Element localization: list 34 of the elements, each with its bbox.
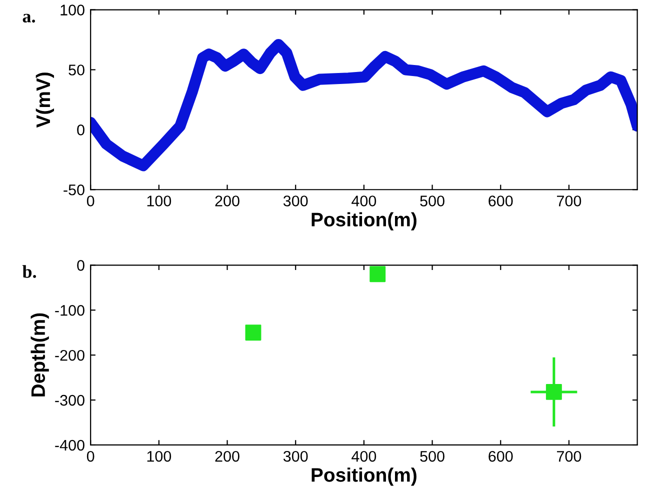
y-tick-label: -300	[55, 394, 84, 406]
point	[245, 324, 262, 341]
x-tick-label: 500	[420, 196, 444, 206]
y-axis-title: Depth(m)	[30, 313, 49, 396]
y-tick-label: 0	[77, 260, 84, 271]
x-tick-label: 200	[215, 196, 240, 206]
point	[370, 266, 386, 282]
x-tick-label: 500	[420, 450, 444, 462]
y-tick-label: -200	[55, 350, 84, 361]
y-tick-label: -100	[55, 304, 84, 316]
x-tick-label: 0	[86, 450, 94, 462]
x-tick-label: 600	[488, 196, 513, 206]
x-tick-label: 600	[488, 450, 513, 462]
x-tick-label: 700	[556, 450, 582, 462]
x-tick-label: 400	[352, 450, 376, 462]
y-tick-label: 100	[60, 4, 84, 16]
y-tick-label: 50	[68, 64, 84, 76]
x-axis-title: Position(m)	[312, 212, 416, 230]
x-axis-title: Position(m)	[312, 468, 416, 486]
y-axis-title: V(mV)	[36, 72, 54, 128]
text: a.	[22, 14, 35, 23]
point	[546, 384, 562, 400]
x-tick-label: 0	[86, 196, 94, 206]
x-tick-label: 400	[352, 196, 376, 206]
y-tick-label: -50	[64, 184, 84, 196]
x-tick-label: 100	[147, 450, 172, 462]
y-tick-label: -400	[55, 440, 84, 451]
y-tick-label: 0	[77, 124, 84, 136]
x-tick-label: 700	[556, 196, 582, 206]
x-tick-label: 200	[215, 450, 240, 462]
x-tick-label: 300	[283, 196, 308, 206]
text: b.	[22, 265, 36, 278]
x-tick-label: 300	[283, 450, 308, 462]
x-tick-label: 100	[147, 196, 172, 206]
